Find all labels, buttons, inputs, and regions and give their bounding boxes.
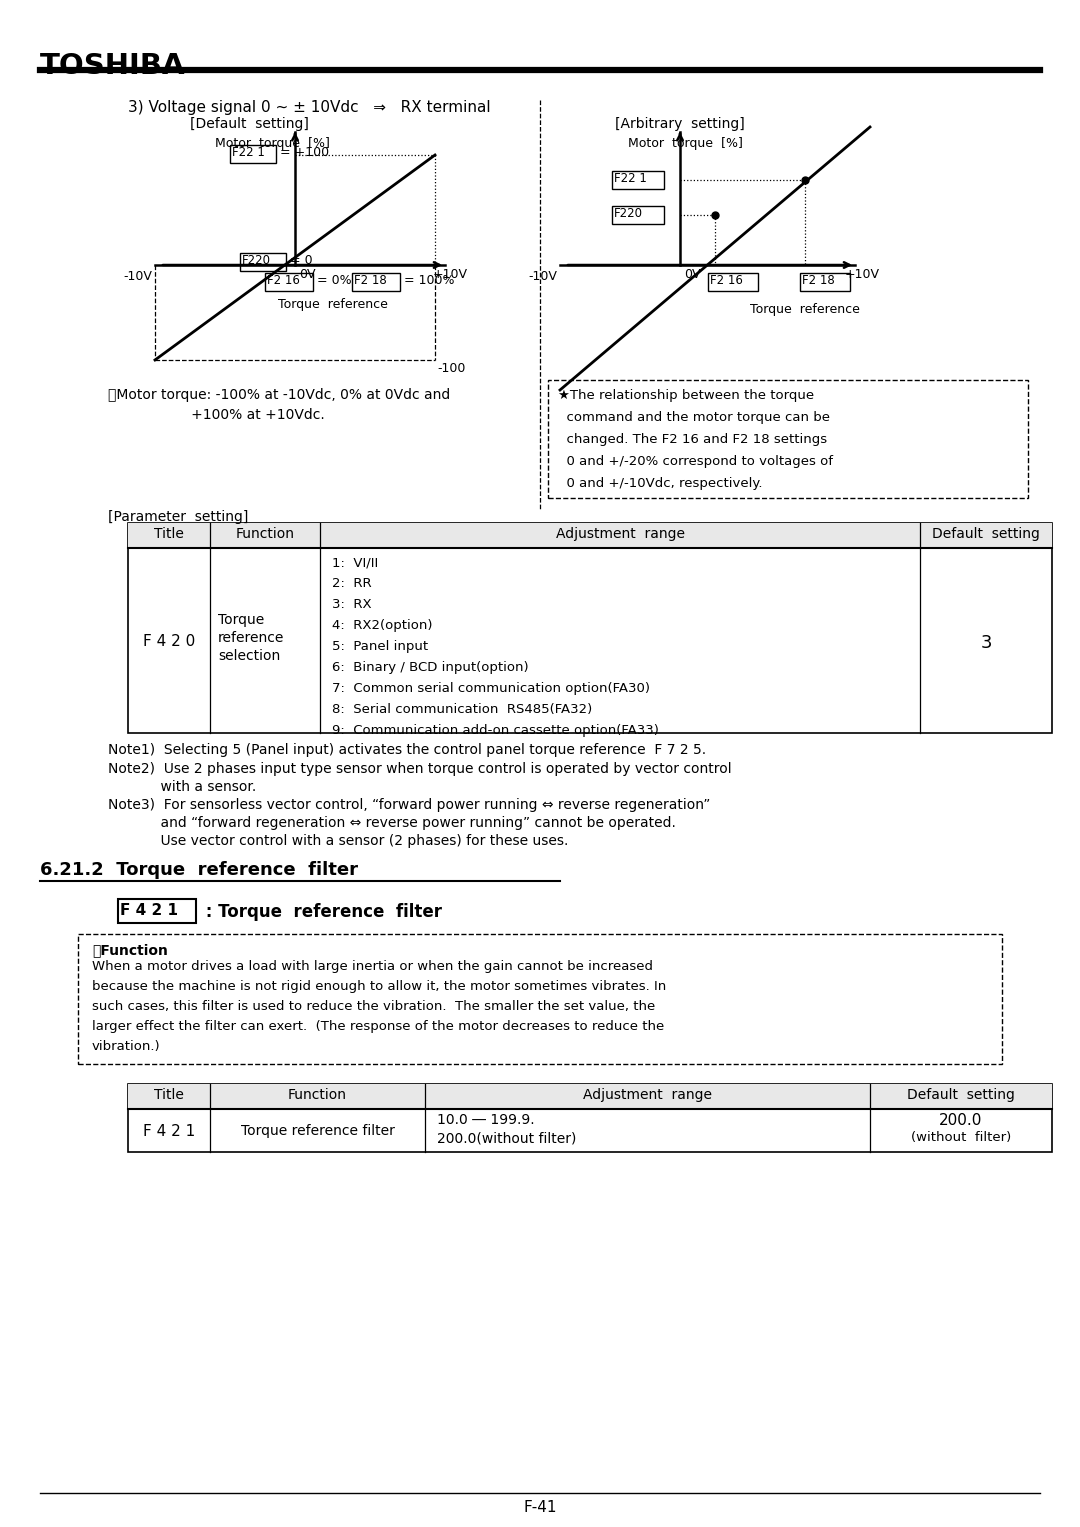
Text: F220: F220 (615, 208, 643, 220)
Text: 9:  Communication add-on cassette option(FA33): 9: Communication add-on cassette option(… (332, 724, 659, 738)
Text: vibration.): vibration.) (92, 1040, 161, 1054)
Text: 8:  Serial communication  RS485(FA32): 8: Serial communication RS485(FA32) (332, 702, 592, 716)
Text: Note1)  Selecting 5 (Panel input) activates the control panel torque reference  : Note1) Selecting 5 (Panel input) activat… (108, 744, 706, 757)
Text: = 100%: = 100% (404, 273, 455, 287)
Text: ・Motor torque: -100% at -10Vdc, 0% at 0Vdc and: ・Motor torque: -100% at -10Vdc, 0% at 0V… (108, 388, 450, 402)
Text: 5:  Panel input: 5: Panel input (332, 640, 428, 654)
Text: ★The relationship between the torque: ★The relationship between the torque (558, 389, 814, 402)
Text: +10V: +10V (845, 269, 880, 281)
Text: Motor  torque  [%]: Motor torque [%] (215, 137, 329, 150)
Bar (129, 1084, 1052, 1109)
Text: 3: 3 (981, 635, 991, 652)
Text: -10V: -10V (123, 270, 152, 282)
Text: Function: Function (288, 1089, 347, 1102)
Text: with a sensor.: with a sensor. (108, 780, 256, 794)
Text: changed. The F2 16 and F2 18 settings: changed. The F2 16 and F2 18 settings (558, 434, 827, 446)
Text: Title: Title (154, 527, 184, 541)
Text: selection: selection (218, 649, 280, 663)
Text: F2 18: F2 18 (354, 273, 387, 287)
Text: 1:  VI/II: 1: VI/II (332, 556, 378, 570)
Text: Title: Title (154, 1089, 184, 1102)
Text: F 4 2 1: F 4 2 1 (143, 1124, 195, 1139)
Bar (129, 524, 1052, 733)
Text: Default  setting: Default setting (907, 1089, 1015, 1102)
Text: Function: Function (235, 527, 295, 541)
Text: 0V: 0V (299, 269, 315, 281)
Text: Torque  reference: Torque reference (750, 302, 860, 316)
Text: F2 18: F2 18 (802, 273, 835, 287)
Text: [Arbitrary  setting]: [Arbitrary setting] (615, 118, 745, 131)
Text: F 4 2 0: F 4 2 0 (143, 635, 195, 649)
Text: 3) Voltage signal 0 ~ ± 10Vdc   ⇒   RX terminal: 3) Voltage signal 0 ~ ± 10Vdc ⇒ RX termi… (129, 99, 490, 115)
Text: because the machine is not rigid enough to allow it, the motor sometimes vibrate: because the machine is not rigid enough … (92, 980, 666, 993)
Bar (240, 253, 286, 270)
Bar (78, 935, 1002, 1064)
Text: Note3)  For sensorless vector control, “forward power running ⇔ reverse regenera: Note3) For sensorless vector control, “f… (108, 799, 711, 812)
Text: 3:  RX: 3: RX (332, 599, 372, 611)
Text: F22 1: F22 1 (232, 147, 265, 159)
Text: = 0%: = 0% (318, 273, 352, 287)
Text: ・Function: ・Function (92, 944, 167, 957)
Text: +10V: +10V (433, 269, 468, 281)
Bar (129, 524, 1052, 548)
Bar (230, 145, 276, 163)
Text: Note2)  Use 2 phases input type sensor when torque control is operated by vector: Note2) Use 2 phases input type sensor wh… (108, 762, 731, 776)
Text: F2 16: F2 16 (710, 273, 743, 287)
Text: F-41: F-41 (523, 1500, 557, 1515)
Text: -10V: -10V (528, 270, 557, 282)
Text: = 0: = 0 (291, 253, 312, 267)
Text: 6.21.2  Torque  reference  filter: 6.21.2 Torque reference filter (40, 861, 357, 880)
Text: 6:  Binary / BCD input(option): 6: Binary / BCD input(option) (332, 661, 528, 673)
Text: Torque reference filter: Torque reference filter (241, 1124, 394, 1139)
Text: 200.0: 200.0 (940, 1113, 983, 1128)
Text: 2:  RR: 2: RR (332, 577, 372, 589)
Text: When a motor drives a load with large inertia or when the gain cannot be increas: When a motor drives a load with large in… (92, 960, 653, 973)
Text: Motor  torque  [%]: Motor torque [%] (627, 137, 743, 150)
Text: F220: F220 (242, 253, 271, 267)
Text: [Default  setting]: [Default setting] (190, 118, 309, 131)
Text: 200.0(without filter): 200.0(without filter) (437, 1132, 577, 1145)
Bar (352, 273, 400, 292)
Text: = +100: = +100 (280, 147, 329, 159)
Text: 0V: 0V (684, 269, 701, 281)
Text: 7:  Common serial communication option(FA30): 7: Common serial communication option(FA… (332, 683, 650, 695)
Bar (612, 206, 664, 224)
Text: such cases, this filter is used to reduce the vibration.  The smaller the set va: such cases, this filter is used to reduc… (92, 1000, 656, 1012)
Text: F22 1: F22 1 (615, 173, 647, 185)
Text: Torque: Torque (218, 612, 265, 628)
Text: and “forward regeneration ⇔ reverse power running” cannot be operated.: and “forward regeneration ⇔ reverse powe… (108, 815, 676, 831)
Text: Torque  reference: Torque reference (278, 298, 388, 312)
Text: F2 16: F2 16 (267, 273, 300, 287)
Text: larger effect the filter can exert.  (The response of the motor decreases to red: larger effect the filter can exert. (The… (92, 1020, 664, 1032)
Bar (118, 899, 195, 922)
Text: Use vector control with a sensor (2 phases) for these uses.: Use vector control with a sensor (2 phas… (108, 834, 568, 847)
Text: command and the motor torque can be: command and the motor torque can be (558, 411, 831, 425)
Bar (129, 1084, 1052, 1151)
Text: Adjustment  range: Adjustment range (583, 1089, 712, 1102)
Text: F 4 2 1: F 4 2 1 (120, 902, 178, 918)
Text: +100% at +10Vdc.: +100% at +10Vdc. (108, 408, 325, 421)
Text: [Parameter  setting]: [Parameter setting] (108, 510, 248, 524)
Text: Adjustment  range: Adjustment range (555, 527, 685, 541)
Bar (265, 273, 313, 292)
Text: 0 and +/-10Vdc, respectively.: 0 and +/-10Vdc, respectively. (558, 476, 762, 490)
Text: 0 and +/-20% correspond to voltages of: 0 and +/-20% correspond to voltages of (558, 455, 833, 467)
Bar (800, 273, 850, 292)
Text: 10.0 ― 199.9.: 10.0 ― 199.9. (437, 1113, 535, 1127)
Bar (612, 171, 664, 189)
Bar (708, 273, 758, 292)
Text: Default  setting: Default setting (932, 527, 1040, 541)
Text: : Torque  reference  filter: : Torque reference filter (200, 902, 442, 921)
Text: -100: -100 (437, 362, 465, 376)
Bar (548, 380, 1028, 498)
Text: (without  filter): (without filter) (910, 1132, 1011, 1144)
Text: reference: reference (218, 631, 284, 644)
Text: TOSHIBA: TOSHIBA (40, 52, 186, 79)
Text: 4:  RX2(option): 4: RX2(option) (332, 618, 432, 632)
